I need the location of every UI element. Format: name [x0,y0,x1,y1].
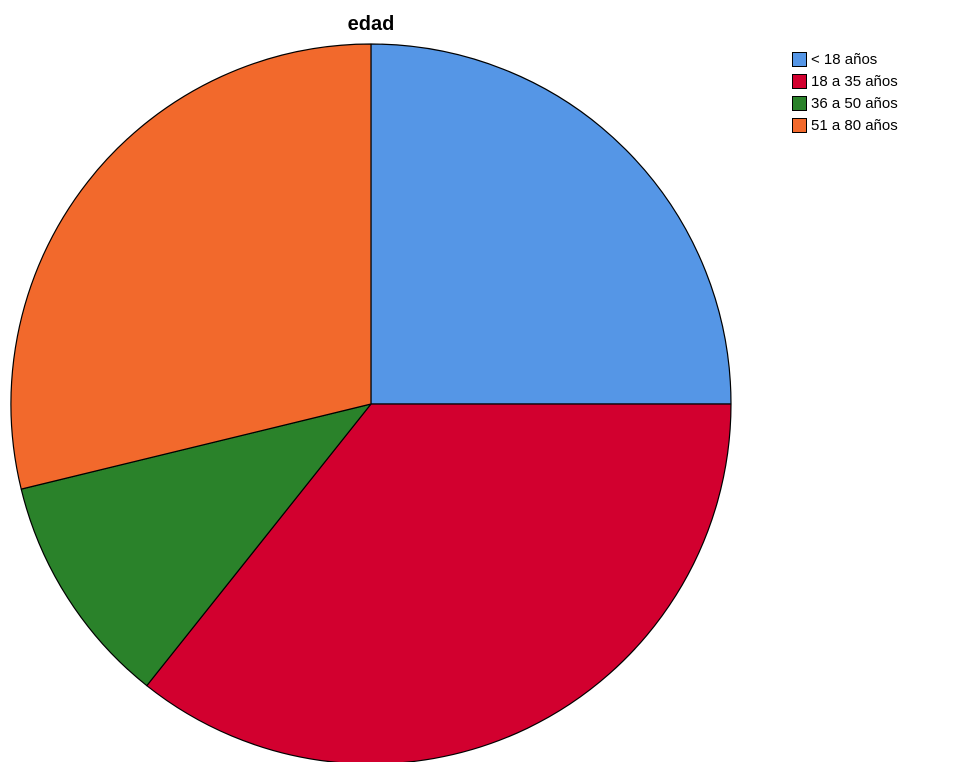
legend-swatch [792,95,807,111]
legend-item: 18 a 35 años [792,70,898,92]
pie-slice-1 [370,43,732,405]
legend-swatch [792,117,807,133]
pie-slice-3 [20,403,372,687]
legend-item: 36 a 50 años [792,92,898,114]
legend-item: < 18 años [792,48,898,70]
legend-label: 51 a 80 años [811,116,898,134]
legend-label: < 18 años [811,50,878,68]
legend-swatch [792,73,807,89]
legend: < 18 años 18 a 35 años 36 a 50 años 51 a 80… [792,48,898,136]
pie-slice-2 [146,403,732,762]
pie-slice-4 [10,43,372,490]
legend-swatch [792,51,807,67]
legend-label: 36 a 50 años [811,94,898,112]
legend-label: 18 a 35 años [811,72,898,90]
legend-item: 51 a 80 años [792,114,898,136]
chart-title: edad [347,13,395,35]
